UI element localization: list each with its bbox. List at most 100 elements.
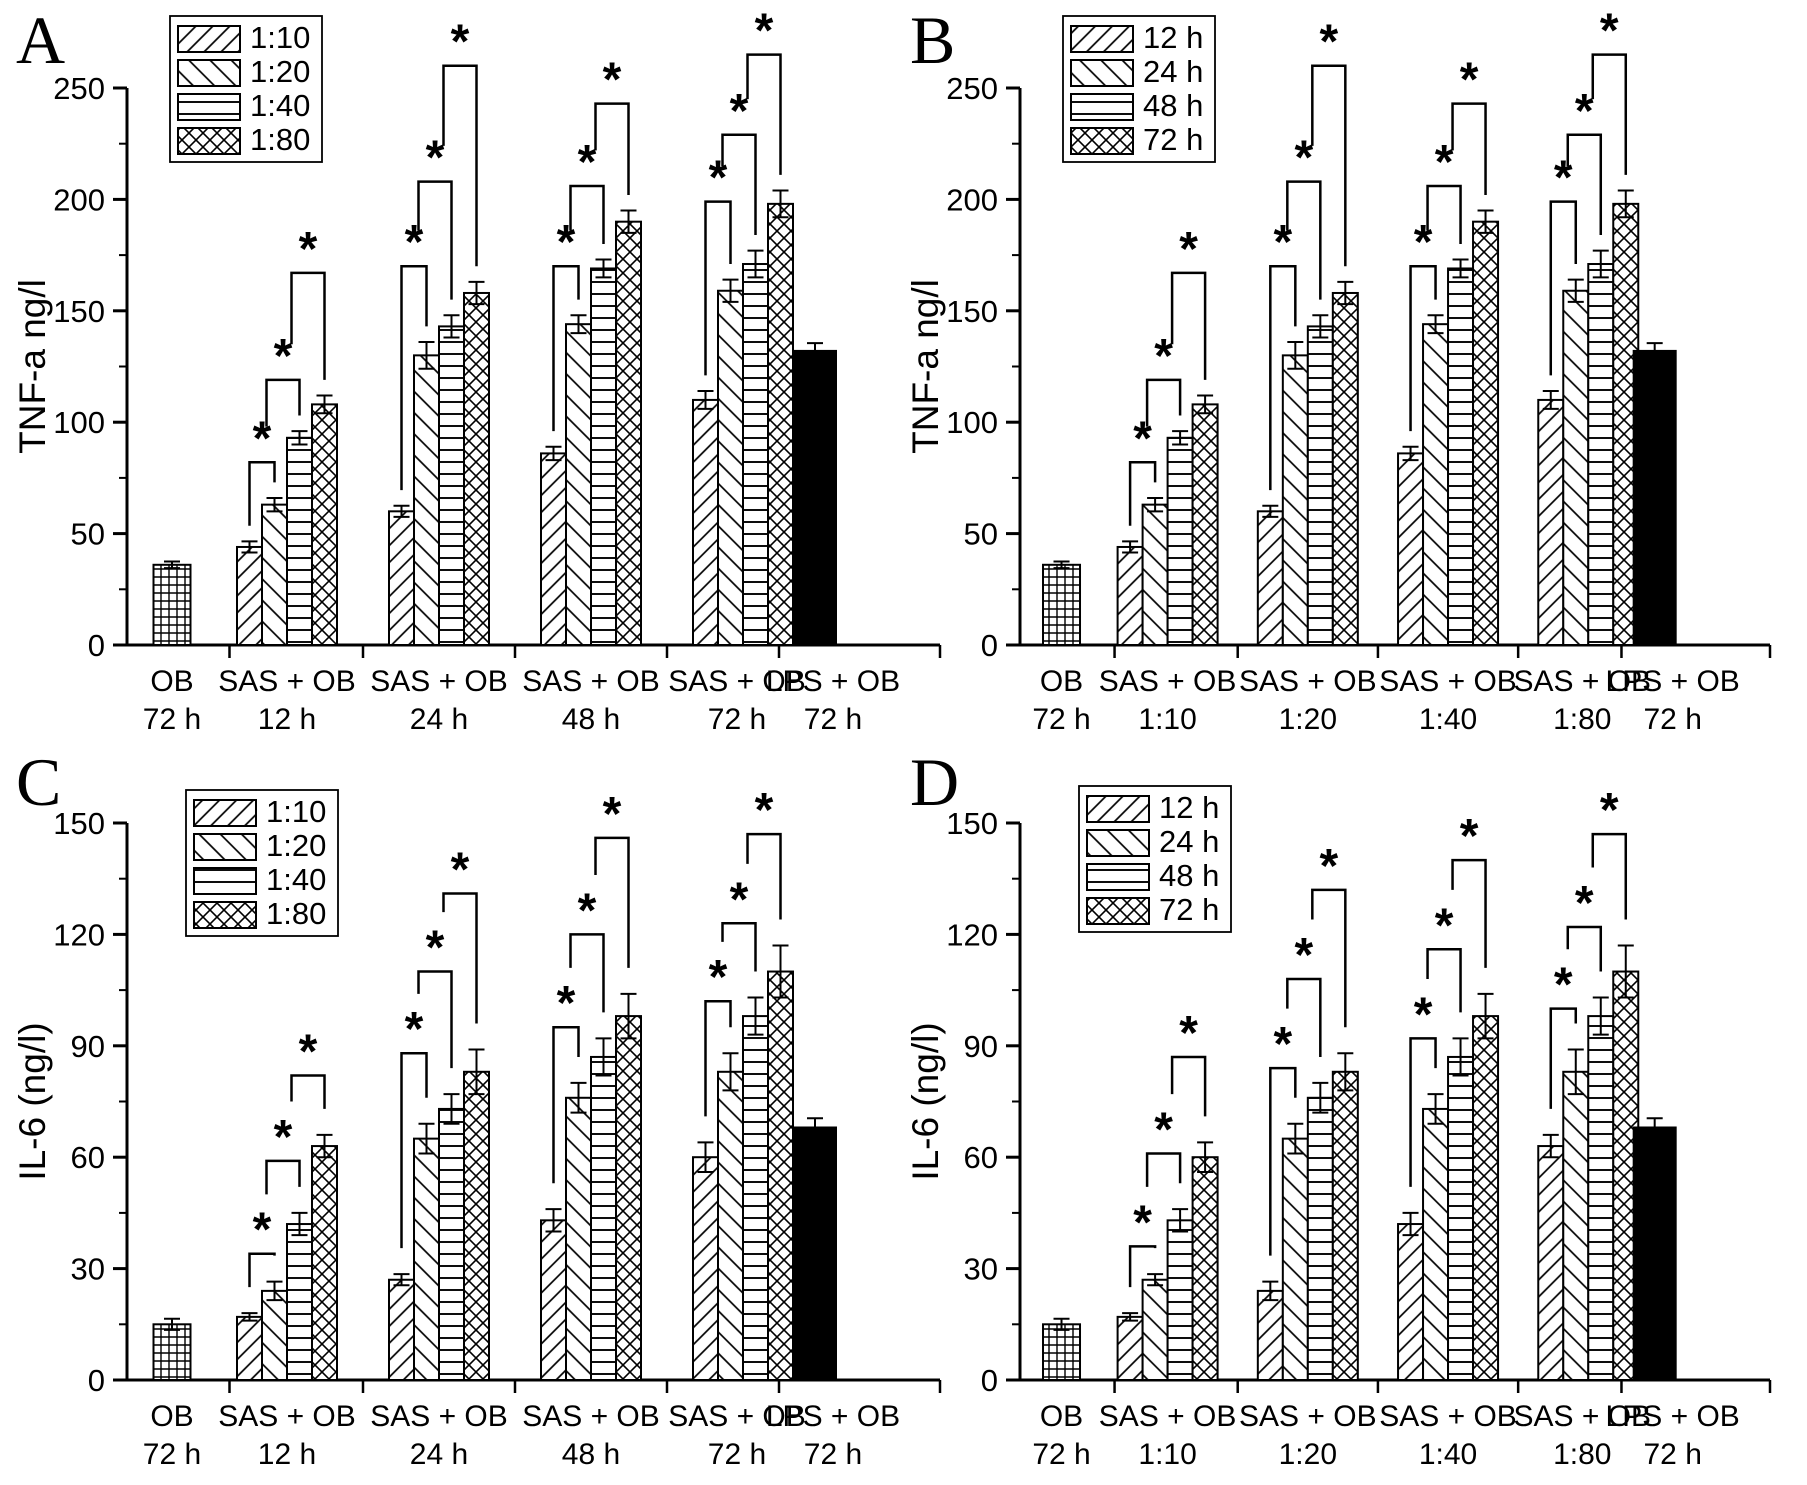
legend-label: 12 h	[1159, 790, 1219, 825]
bar-group-5	[1632, 1117, 1677, 1381]
bar-group-1: ***	[1116, 1007, 1219, 1381]
significance-star: *	[451, 844, 470, 897]
significance-star: *	[1179, 1007, 1198, 1060]
bar	[1587, 263, 1615, 646]
bar	[1472, 220, 1500, 646]
x-category-sublabel: 48 h	[562, 1438, 620, 1471]
error-bar	[468, 280, 485, 306]
error-bar	[291, 430, 308, 446]
significance-star: *	[755, 784, 774, 837]
significance-star: *	[1575, 85, 1594, 138]
y-tick-label: 100	[53, 405, 105, 440]
bar	[1256, 1289, 1284, 1382]
legend-label: 72 h	[1143, 122, 1203, 157]
bar-group-5	[1632, 342, 1677, 646]
error-bar	[164, 560, 180, 570]
error-bar	[570, 1081, 587, 1114]
error-bar	[1592, 996, 1609, 1036]
x-category-label: SAS + OB	[668, 665, 806, 698]
significance-star: *	[274, 330, 293, 383]
bar	[1422, 323, 1450, 646]
error-bar	[1617, 189, 1634, 219]
significance-star: *	[405, 1003, 424, 1056]
legend-label: 1:40	[250, 88, 310, 123]
significance-star: *	[1575, 877, 1594, 930]
significance-bracket	[746, 832, 782, 920]
error-bar	[772, 944, 789, 999]
significance-bracket	[569, 933, 605, 1013]
legend: 12 h24 h48 h72 h	[1078, 785, 1232, 933]
error-bar	[807, 342, 823, 360]
bar-group-4: ***	[1537, 784, 1640, 1382]
significance-bracket	[400, 1051, 428, 1249]
error-bar	[1452, 1037, 1469, 1077]
error-bar	[1452, 258, 1469, 279]
bar	[692, 1156, 719, 1381]
error-bar	[1402, 1211, 1419, 1237]
x-category-label: LPS + OB	[1606, 665, 1740, 698]
bar	[590, 1055, 617, 1381]
x-category-label: SAS + OB	[370, 1400, 508, 1433]
significance-star: *	[709, 152, 728, 205]
significance-bracket	[442, 64, 478, 267]
significance-bracket	[552, 264, 580, 432]
solid-bar	[1632, 1126, 1677, 1381]
y-tick-label: 50	[71, 517, 105, 552]
significance-bracket	[1566, 925, 1603, 972]
bar	[1306, 1096, 1334, 1381]
x-category-label: SAS + OB	[1513, 665, 1651, 698]
significance-bracket	[1426, 948, 1462, 1013]
significance-star: *	[253, 412, 272, 465]
y-tick-label: 150	[946, 294, 998, 329]
legend-label: 72 h	[1159, 892, 1219, 927]
error-bar	[393, 504, 410, 518]
significance-bracket	[1170, 271, 1207, 380]
error-bar	[266, 496, 283, 513]
significance-star: *	[1294, 929, 1313, 982]
bar-group-5	[793, 342, 837, 646]
error-bar	[1477, 992, 1494, 1040]
x-category-label: SAS + OB	[1239, 1400, 1377, 1433]
y-tick-label: 120	[53, 917, 105, 952]
y-axis-title: IL-6 (ng/l)	[905, 1022, 946, 1180]
x-category-label: SAS + OB	[1099, 665, 1237, 698]
significance-bracket	[1269, 264, 1297, 491]
significance-star: *	[1554, 959, 1573, 1012]
legend-swatch	[1086, 897, 1150, 925]
error-bar	[1646, 1117, 1663, 1138]
error-bar	[1646, 342, 1663, 360]
significance-star: *	[1554, 152, 1573, 205]
control-bar	[152, 1323, 192, 1382]
bar	[1306, 325, 1334, 646]
legend-label: 24 h	[1159, 824, 1219, 859]
error-bar	[1053, 560, 1070, 570]
significance-star: *	[709, 951, 728, 1004]
bar	[1141, 1278, 1169, 1381]
significance-bracket	[721, 133, 757, 236]
legend-swatch	[177, 59, 241, 87]
significance-bracket	[1451, 102, 1487, 195]
significance-star: *	[578, 884, 597, 937]
x-category-sublabel: 1:40	[1419, 1438, 1477, 1471]
significance-bracket	[569, 184, 605, 244]
significance-bracket	[1549, 200, 1578, 376]
error-bar	[1122, 540, 1139, 554]
legend-label: 24 h	[1143, 54, 1203, 89]
significance-bracket	[1286, 180, 1322, 300]
error-bar	[1617, 944, 1634, 999]
x-category-sublabel: 72 h	[143, 703, 201, 736]
significance-bracket	[746, 53, 782, 175]
significance-bracket	[1170, 1055, 1207, 1117]
bar-group-1: ***	[236, 223, 338, 647]
error-bar	[1172, 1208, 1189, 1233]
error-bar	[807, 1117, 823, 1138]
legend-swatch	[193, 833, 257, 861]
significance-bracket	[1566, 133, 1603, 236]
bar	[311, 1145, 338, 1382]
y-tick-label: 200	[53, 182, 105, 217]
x-category-sublabel: 72 h	[708, 1438, 766, 1471]
y-axis-title: TNF-a ng/l	[12, 279, 53, 454]
panel-letter-d: D	[910, 744, 960, 820]
